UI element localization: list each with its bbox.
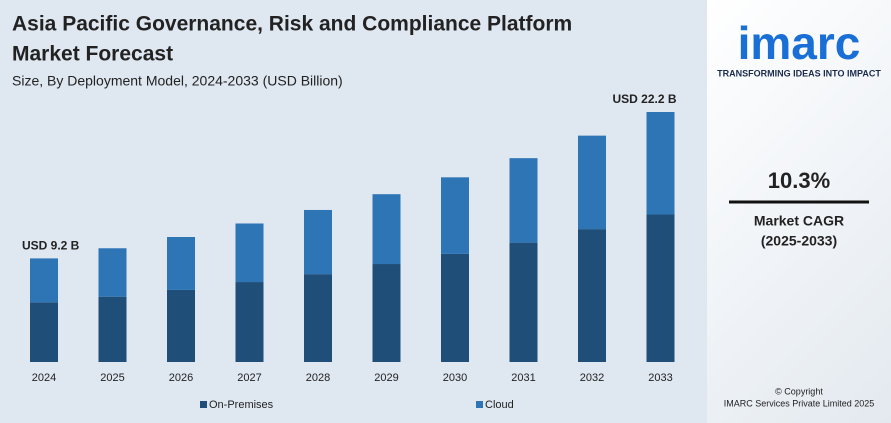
x-tick-label: 2033 (648, 372, 672, 384)
x-tick-label: 2028 (306, 372, 330, 384)
chart-title-line: Market Forecast (12, 43, 173, 66)
bar-segment (167, 237, 195, 290)
x-tick-label: 2024 (32, 372, 56, 384)
bar-segment (30, 302, 58, 362)
bar-segment (167, 289, 195, 362)
logo: imarc (738, 17, 861, 69)
x-tick-label: 2030 (443, 372, 467, 384)
sidebar: imarc TRANSFORMING IDEAS INTO IMPACT 10.… (707, 0, 891, 423)
copyright: © Copyright (775, 386, 823, 396)
bar-segment (372, 194, 401, 265)
bar-segment (304, 274, 332, 362)
bar-segment (98, 296, 127, 362)
bar-segment (441, 253, 469, 362)
chart-title-line: Asia Pacific Governance, Risk and Compli… (12, 13, 572, 36)
bar-segment (372, 264, 401, 362)
x-tick-label: 2029 (374, 372, 398, 384)
annotation: USD 9.2 B (22, 239, 80, 253)
chart-subtitle: Size, By Deployment Model, 2024-2033 (US… (12, 73, 343, 89)
bar-segment (646, 214, 675, 362)
x-tick-label: 2027 (237, 372, 261, 384)
bar-segment (304, 209, 332, 275)
bar-segment (578, 135, 606, 230)
bar-segment (646, 112, 675, 215)
bar-segment (235, 223, 264, 283)
x-tick-label: 2025 (100, 372, 124, 384)
bar-segment (578, 229, 606, 362)
cagr-period: (2025-2033) (761, 233, 837, 249)
legend-swatch (200, 401, 207, 408)
bar-segment (30, 258, 58, 303)
bar-segment (235, 282, 264, 362)
tagline: TRANSFORMING IDEAS INTO IMPACT (717, 68, 881, 78)
sidebar-graphic: imarc TRANSFORMING IDEAS INTO IMPACT 10.… (717, 17, 881, 408)
x-tick-label: 2031 (511, 372, 535, 384)
bar-segment (509, 242, 538, 362)
annotation: USD 22.2 B (612, 92, 676, 106)
legend-label: On-Premises (209, 399, 274, 411)
bar-segment (509, 158, 538, 243)
x-tick-label: 2026 (169, 372, 193, 384)
bar-segment (98, 248, 127, 297)
company: IMARC Services Private Limited 2025 (724, 398, 875, 408)
bar-segment (441, 177, 469, 254)
x-tick-label: 2032 (580, 372, 604, 384)
cagr-value: 10.3% (768, 168, 830, 193)
legend-label: Cloud (485, 399, 514, 411)
legend-swatch (476, 401, 483, 408)
chart: Asia Pacific Governance, Risk and Compli… (12, 13, 677, 411)
cagr-label: Market CAGR (754, 213, 844, 229)
